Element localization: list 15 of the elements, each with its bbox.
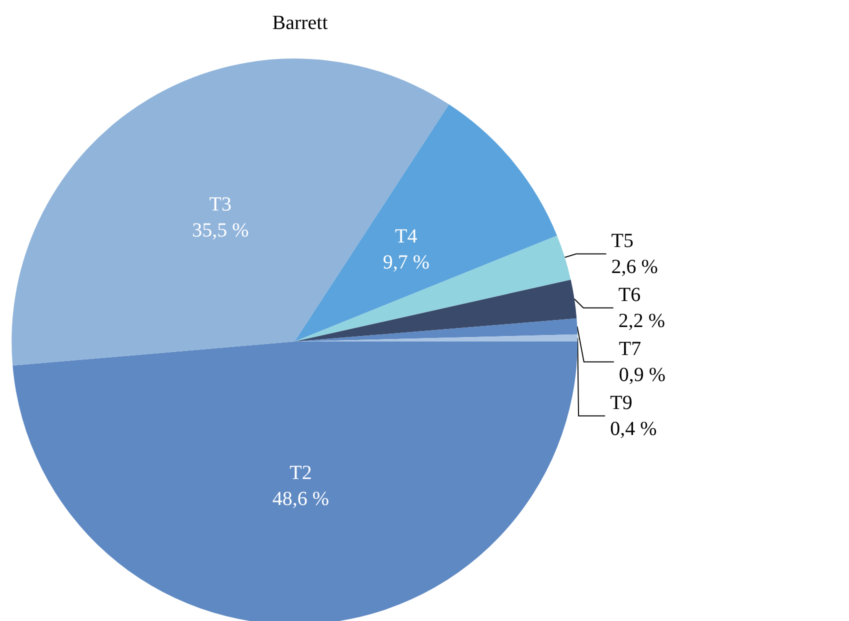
slice-label: T6 [618, 284, 641, 306]
slice-label: T4 [395, 226, 418, 248]
data-label: 35,5 % [192, 220, 249, 242]
data-label: 2,6 % [611, 256, 658, 278]
data-label: 0,9 % [618, 364, 666, 386]
data-label: 0,4 % [610, 418, 657, 440]
slice-label: T7 [618, 338, 642, 360]
data-label: 2,2 % [618, 310, 666, 332]
slice-label: T9 [610, 392, 632, 414]
chart-title: Barrett [272, 12, 328, 34]
data-label: 9,7 % [382, 252, 430, 274]
slice-label: T2 [290, 462, 312, 484]
data-label: 48,6 % [272, 488, 330, 510]
slice-label: T5 [611, 230, 634, 252]
slice-label: T3 [209, 194, 232, 216]
